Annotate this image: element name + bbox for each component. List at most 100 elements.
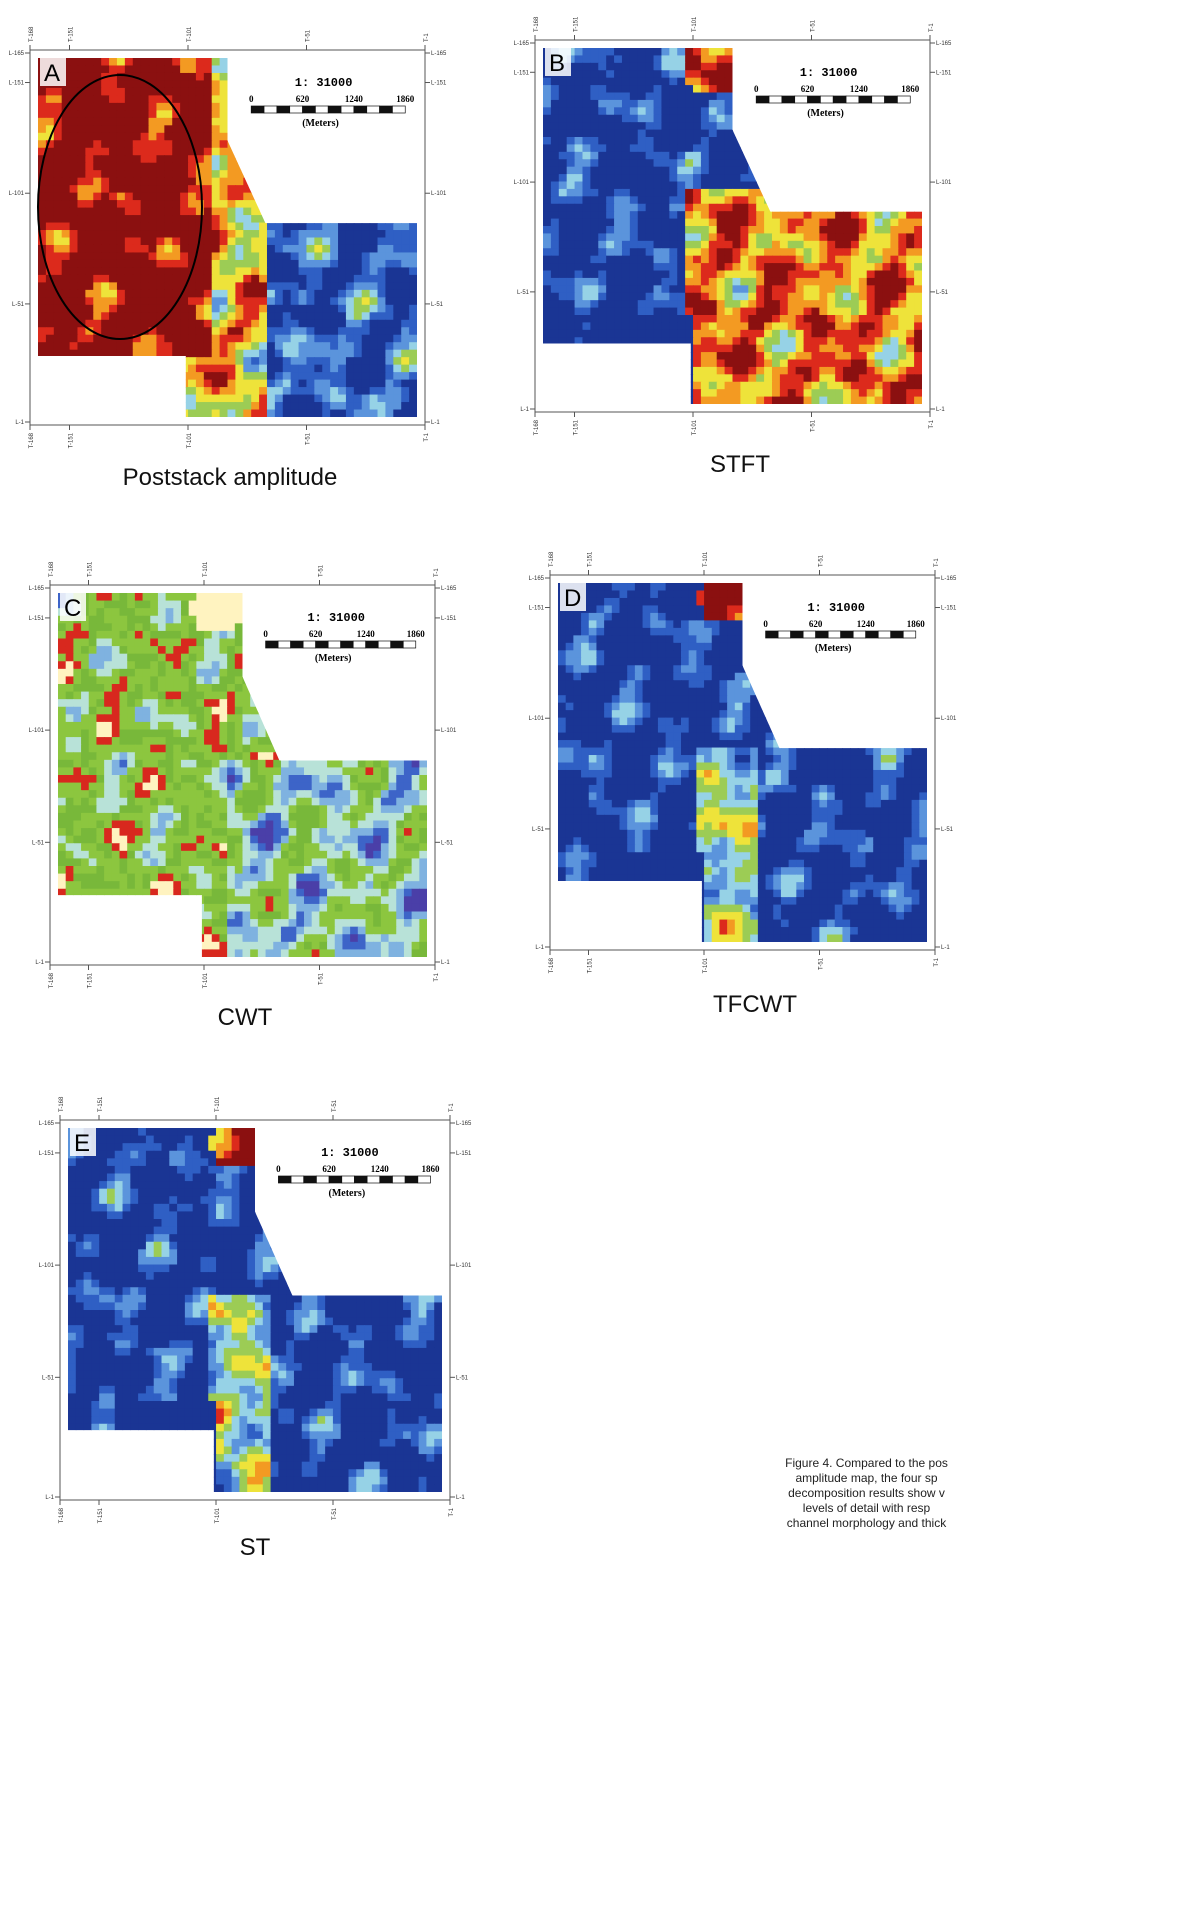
map-cell: [764, 397, 772, 405]
map-cell: [709, 352, 717, 360]
map-cell: [606, 241, 614, 249]
map-cell: [299, 133, 307, 141]
map-cell: [62, 387, 70, 395]
map-cell: [149, 335, 157, 343]
map-cell: [251, 252, 259, 260]
map-cell: [646, 100, 654, 108]
map-cell: [354, 365, 362, 373]
map-cell: [788, 233, 796, 241]
map-cell: [559, 100, 567, 108]
map-cell: [370, 140, 378, 148]
map-cell: [172, 335, 180, 343]
map-cell: [835, 204, 843, 212]
map-cell: [314, 140, 322, 148]
map-cell: [412, 593, 420, 601]
map-cell: [283, 155, 291, 163]
map-cell: [204, 350, 212, 358]
map-cell: [354, 380, 362, 388]
map-cell: [630, 78, 638, 86]
map-cell: [38, 110, 46, 118]
map-cell: [559, 152, 567, 160]
map-cell: [906, 389, 914, 397]
map-cell: [772, 248, 780, 256]
map-cell: [85, 215, 93, 223]
map-cell: [346, 260, 354, 268]
map-cell: [85, 395, 93, 403]
map-cell: [614, 130, 622, 138]
map-cell: [54, 193, 62, 201]
map-cell: [306, 245, 314, 253]
map-cell: [314, 275, 322, 283]
map-cell: [243, 608, 251, 616]
map-cell: [914, 374, 922, 382]
map-cell: [646, 78, 654, 86]
map-cell: [243, 178, 251, 186]
map-cell: [614, 315, 622, 323]
map-cell: [748, 196, 756, 204]
map-cell: [654, 241, 662, 249]
map-cell: [788, 345, 796, 353]
map-cell: [164, 327, 172, 335]
map-cell: [338, 133, 346, 141]
map-cell: [291, 230, 299, 238]
map-cell: [378, 230, 386, 238]
map-cell: [299, 267, 307, 275]
map-cell: [38, 95, 46, 103]
map-cell: [85, 103, 93, 111]
map-cell: [314, 365, 322, 373]
map-cell: [733, 278, 741, 286]
map-cell: [646, 107, 654, 115]
map-cell: [189, 593, 197, 601]
map-cell: [646, 248, 654, 256]
map-cell: [212, 342, 220, 350]
map-cell: [883, 285, 891, 293]
map-cell: [172, 140, 180, 148]
map-cell: [346, 58, 354, 66]
map-cell: [150, 623, 158, 631]
map-cell: [378, 215, 386, 223]
map-cell: [89, 631, 97, 639]
map-cell: [330, 327, 338, 335]
map-cell: [875, 345, 883, 353]
map-cell: [590, 152, 598, 160]
map-cell: [101, 125, 109, 133]
map-cell: [409, 380, 417, 388]
map-cell: [811, 337, 819, 345]
map-cell: [267, 282, 275, 290]
map-cell: [251, 297, 259, 305]
map-cell: [85, 357, 93, 365]
map-cell: [243, 350, 251, 358]
map-cell: [685, 122, 693, 130]
map-cell: [314, 193, 322, 201]
map-cell: [164, 125, 172, 133]
map-cell: [54, 380, 62, 388]
map-cell: [575, 248, 583, 256]
map-cell: [54, 200, 62, 208]
map-cell: [867, 300, 875, 308]
map-cell: [827, 256, 835, 264]
map-cell: [827, 271, 835, 279]
map-cell: [38, 290, 46, 298]
map-cell: [346, 335, 354, 343]
map-cell: [796, 219, 804, 227]
map-cell: [291, 282, 299, 290]
map-cell: [914, 278, 922, 286]
map-cell: [101, 230, 109, 238]
map-cell: [393, 282, 401, 290]
map-cell: [235, 608, 243, 616]
map-cell: [859, 211, 867, 219]
map-cell: [685, 382, 693, 390]
map-cell: [117, 215, 125, 223]
map-cell: [914, 389, 922, 397]
map-cell: [228, 185, 236, 193]
map-cell: [559, 159, 567, 167]
map-cell: [835, 256, 843, 264]
map-cell: [251, 312, 259, 320]
map-cell: [251, 133, 259, 141]
map-cell: [54, 305, 62, 313]
map-cell: [630, 241, 638, 249]
map-cell: [733, 48, 741, 56]
map-cell: [409, 290, 417, 298]
map-cell: [733, 293, 741, 301]
map-cell: [543, 300, 551, 308]
